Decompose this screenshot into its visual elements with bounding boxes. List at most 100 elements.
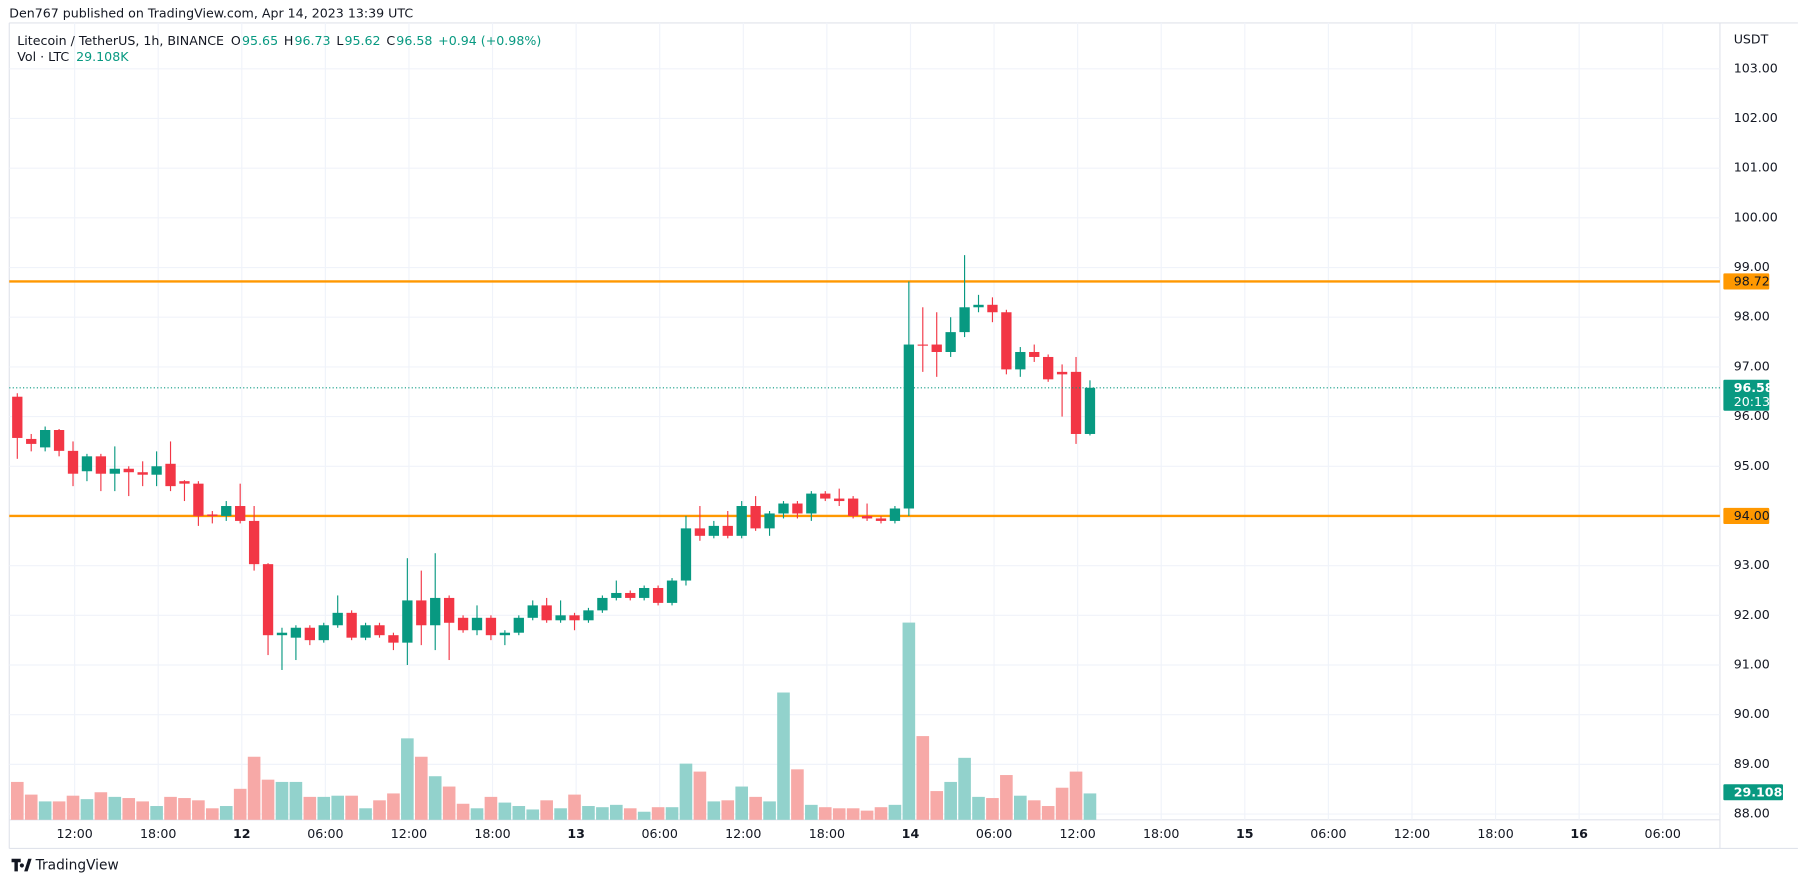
volume-bar: [735, 786, 748, 820]
legend-text: H: [284, 33, 293, 48]
candle-body: [652, 587, 664, 603]
volume-bar: [498, 802, 512, 820]
candle-body: [109, 468, 120, 474]
candle-body: [680, 528, 692, 581]
candle-body: [875, 518, 887, 521]
x-tick-label: 06:00: [1645, 826, 1681, 841]
level-label: 94.00: [1734, 508, 1770, 523]
x-tick-label: 18:00: [140, 826, 176, 841]
volume-bar: [136, 801, 149, 820]
candle-body: [443, 597, 455, 623]
volume-bar: [693, 771, 707, 820]
candle-body: [694, 528, 706, 536]
volume-bar: [470, 808, 484, 820]
candle-body: [137, 472, 148, 475]
y-tick-label: 101.00: [1734, 160, 1778, 175]
candle-body: [959, 307, 970, 333]
candle-body: [430, 597, 441, 626]
x-tick-label: 06:00: [642, 826, 678, 841]
volume-bar: [289, 781, 303, 820]
volume-bar: [944, 781, 957, 820]
volume-bar: [902, 622, 916, 820]
volume-bar: [986, 798, 999, 820]
y-tick-label: 97.00: [1734, 358, 1770, 373]
volume-bar: [665, 807, 679, 820]
legend-text: C: [386, 33, 395, 48]
header: Den767 published on TradingView.com, Apr…: [9, 5, 413, 20]
volume-bar: [721, 800, 735, 820]
volume-bar: [24, 794, 38, 820]
x-tick-label: 18:00: [1143, 826, 1179, 841]
candle-body: [374, 625, 385, 636]
candle-body: [555, 615, 566, 621]
volume-bar: [1055, 787, 1069, 820]
y-tick-label: 103.00: [1734, 60, 1778, 75]
y-tick-label: 95.00: [1734, 458, 1770, 473]
volume-bar: [818, 807, 832, 820]
volume-bar: [888, 804, 902, 820]
volume-bar: [623, 808, 637, 820]
volume-bar: [331, 795, 345, 820]
candle-body: [1001, 312, 1012, 370]
candle-body: [53, 429, 65, 451]
candle-body: [67, 450, 79, 474]
volume-bar: [261, 779, 275, 820]
volume-bar: [359, 808, 372, 820]
x-tick-label: 18:00: [474, 826, 510, 841]
candle-body: [12, 396, 23, 438]
volume-bar: [916, 736, 930, 820]
volume-bar: [442, 786, 456, 820]
volume-bar: [930, 791, 944, 820]
candle-body: [457, 617, 469, 631]
legend-text: Vol · LTC: [17, 49, 69, 64]
volume-bar: [749, 796, 762, 820]
candle-body: [276, 632, 288, 636]
x-tick-label: 12:00: [1394, 826, 1430, 841]
volume-bar: [791, 769, 804, 820]
candle-body: [1043, 356, 1054, 380]
volume-bar: [233, 788, 247, 820]
x-tick-label: 14: [902, 826, 920, 841]
candle-body: [792, 503, 803, 514]
volume-bar: [178, 798, 191, 820]
candle-body: [750, 506, 761, 529]
volume-bar: [414, 756, 428, 820]
candle-body: [541, 605, 552, 621]
candle-body: [820, 493, 831, 499]
legend-text: +0.94 (+0.98%): [438, 33, 541, 48]
volume-label: 29.108K: [1734, 784, 1794, 799]
candle-body: [151, 466, 162, 475]
candle-body: [248, 520, 260, 565]
candle-body: [1056, 371, 1068, 375]
volume-bar: [1000, 775, 1013, 820]
x-tick-label: 15: [1236, 826, 1254, 841]
y-tick-label: 91.00: [1734, 657, 1770, 672]
candle-body: [597, 597, 608, 611]
volume-bar: [484, 796, 498, 820]
volume-bar: [52, 801, 66, 820]
volume-bar: [387, 793, 400, 820]
candle-body: [485, 617, 497, 636]
y-tick-label: 98.00: [1734, 309, 1770, 324]
volume-bar: [596, 807, 609, 820]
candle-body: [945, 332, 956, 352]
x-tick-label: 13: [567, 826, 585, 841]
candle-body: [861, 515, 873, 519]
candle-body: [207, 514, 218, 516]
legend-text: 29.108K: [76, 49, 129, 64]
y-tick-label: 96.00: [1734, 408, 1770, 423]
volume-bar: [637, 811, 651, 820]
volume-bar: [707, 801, 721, 820]
candle-body: [81, 456, 93, 472]
volume-bar: [122, 798, 136, 820]
candle-body: [736, 506, 747, 536]
candle-body: [917, 344, 928, 346]
volume-bar: [303, 796, 317, 820]
x-tick-label: 12:00: [1059, 826, 1095, 841]
candle-body: [583, 610, 594, 621]
volume-bar: [1014, 795, 1027, 820]
volume-bar: [679, 763, 693, 820]
candle-body: [471, 617, 483, 631]
candle-body: [639, 587, 650, 598]
